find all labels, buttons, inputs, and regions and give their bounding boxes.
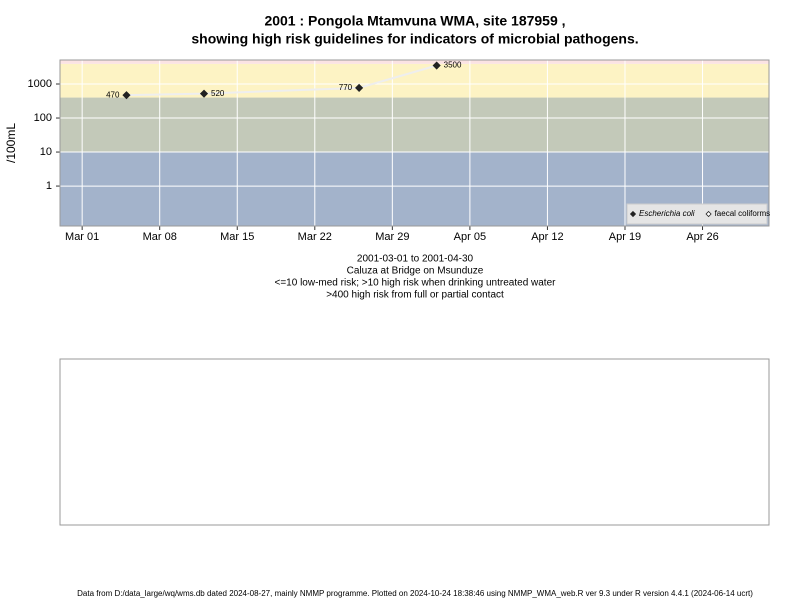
x-tick-label: Apr 05 [454,231,486,243]
caption: Caluza at Bridge on Msunduze [347,266,484,277]
legend-label: Escherichia coli [639,209,695,218]
legend-marker [705,210,712,218]
data-point [432,61,441,70]
y-axis-label: /100mL [4,123,18,163]
risk-band [60,63,769,98]
data-label: 520 [211,89,225,98]
chart-title: 2001 : Pongola Mtamvuna WMA, site 187959… [264,13,565,29]
risk-band [60,60,769,64]
caption: <=10 low-med risk; >10 high risk when dr… [275,278,557,289]
x-tick-label: Mar 15 [220,231,254,243]
x-tick-label: Mar 29 [375,231,409,243]
legend-label: faecal coliforms [715,209,771,218]
data-label: 470 [106,90,120,99]
data-label: 770 [339,83,353,92]
data-label: 3500 [444,61,462,70]
x-tick-label: Mar 22 [298,231,332,243]
y-tick-label: 1000 [28,78,52,90]
data-point [199,89,209,98]
risk-band [60,97,769,153]
data-point [122,91,131,100]
caption: >400 high risk from full or partial cont… [326,290,504,301]
chart-subtitle: showing high risk guidelines for indicat… [191,31,638,47]
x-tick-label: Apr 12 [531,231,563,243]
x-tick-label: Apr 26 [686,231,718,243]
x-tick-label: Mar 01 [65,231,99,243]
legend-box [626,203,768,225]
y-tick-label: 100 [34,112,52,124]
series-line [126,64,437,97]
legend-marker [629,210,637,218]
x-tick-label: Apr 19 [609,231,641,243]
y-tick-label: 1 [46,180,52,192]
data-point [355,83,364,92]
caption: 2001-03-01 to 2001-04-30 [357,254,474,265]
footer: Data from D:/data_large/wq/wms.db dated … [77,589,753,598]
y-tick-label: 10 [40,146,52,158]
x-tick-label: Mar 08 [143,231,177,243]
empty-panel [59,358,770,526]
plot-frame [59,59,770,227]
